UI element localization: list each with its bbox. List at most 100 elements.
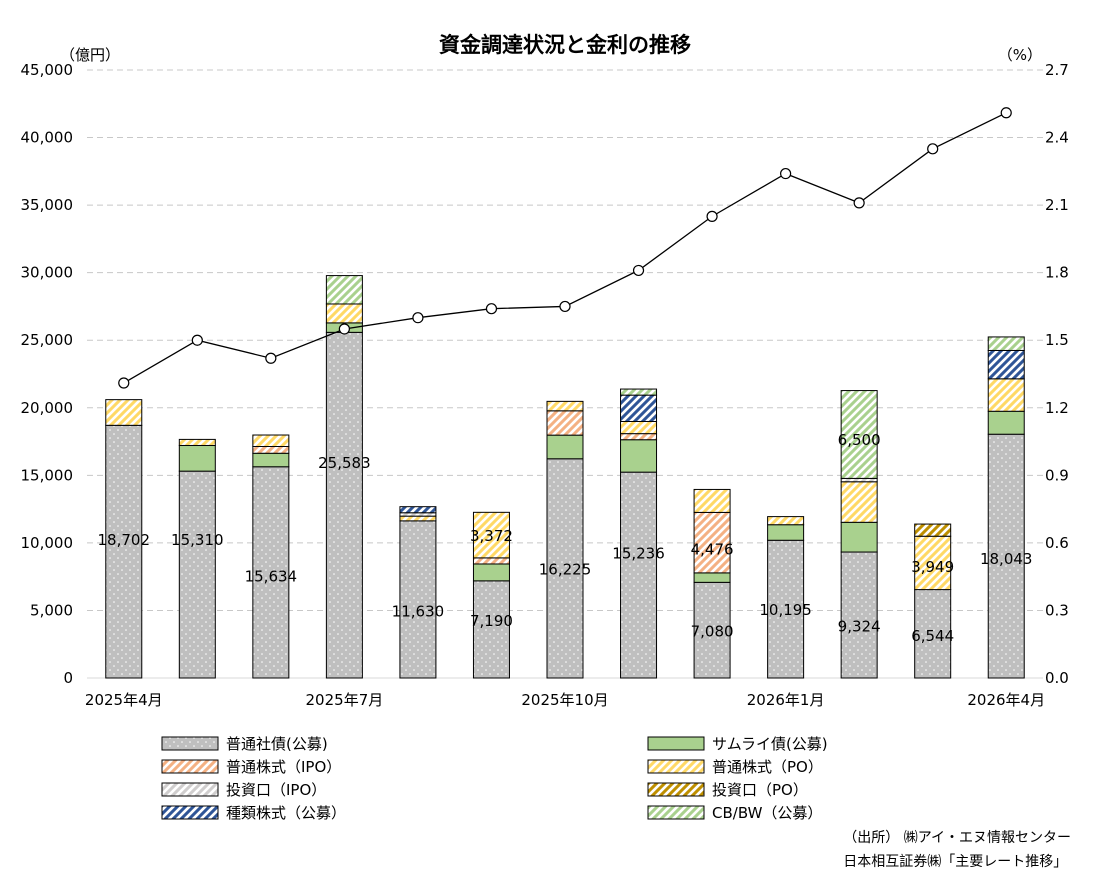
bar-segment-samurai_bond [693, 572, 731, 583]
bar-segment-po_fund [914, 523, 952, 537]
bar-segment-samurai_bond [178, 444, 216, 472]
y-right-tick-label: 0.3 [1045, 601, 1069, 619]
bar-segment-po_stock [105, 399, 143, 426]
bar-segment-ordinary_bond [325, 331, 363, 679]
bar-segment-samurai_bond [472, 563, 510, 582]
bar-segment-ordinary_bond [767, 539, 805, 679]
bar-value-label: 11,630 [392, 602, 445, 620]
bar-segment-po_stock [399, 515, 437, 522]
bar-value-label: 16,225 [539, 561, 592, 579]
rate-point [632, 264, 645, 277]
bar-segment-ipo_stock [693, 511, 731, 574]
bar-value-label: 7,190 [470, 612, 513, 630]
y-right-tick-label: 0.9 [1045, 466, 1069, 484]
source-line-1: （出所） ㈱アイ・エヌ情報センター [843, 830, 1071, 846]
x-tick-label: 2025年7月 [306, 691, 384, 709]
bar-segment-ordinary_bond [178, 470, 216, 679]
y-left-tick-label: 0 [63, 669, 73, 687]
bar-segment-class_stock [620, 394, 658, 422]
legend-swatch-po_fund [647, 782, 705, 797]
bar-value-label: 9,324 [838, 617, 881, 635]
bar-segment-po_stock [252, 434, 290, 448]
legend-swatch-ordinary_bond [161, 736, 219, 751]
legend-swatch-po_stock [647, 759, 705, 774]
bar-segment-po_stock [693, 488, 731, 513]
legend-swatch-ipo_fund [161, 782, 219, 797]
bar-value-label: 7,080 [691, 623, 734, 641]
legend-label-po_fund: 投資口（PO） [712, 781, 808, 799]
y-left-tick-label: 25,000 [21, 331, 74, 349]
legend-label-class_stock: 種類株式（公募） [226, 804, 346, 822]
y-right-tick-label: 0.6 [1045, 534, 1069, 552]
bar-segment-ordinary_bond [620, 471, 658, 679]
rate-line-path [123, 112, 1007, 384]
y-right-tick-label: 0.0 [1045, 669, 1069, 687]
chart-title: 資金調達状況と金利の推移 [439, 33, 691, 57]
bar-segment-cb_bw [325, 275, 363, 305]
rate-point [927, 143, 939, 155]
legend-label-ipo_fund: 投資口（IPO） [226, 781, 326, 799]
x-tick-label: 2025年4月 [85, 691, 163, 709]
bar-value-label: 15,236 [612, 544, 665, 562]
bar-segment-po_stock [767, 516, 805, 526]
y-right-tick-label: 2.4 [1045, 129, 1069, 147]
rate-point [780, 167, 792, 180]
x-ticks: 2025年4月 2025年7月 2025年10月 2026年1月 2026年4月 [85, 691, 1045, 709]
bar-segment-ipo_fund [840, 477, 878, 483]
bar-value-label: 6,500 [838, 431, 881, 449]
bar-segment-ordinary_bond [252, 466, 290, 679]
bar-segment-ordinary_bond [546, 458, 584, 679]
bar-value-label: 3,949 [911, 558, 954, 576]
legend-label-po_stock: 普通株式（PO） [712, 758, 823, 776]
y-right-tick-label: 2.1 [1045, 196, 1069, 214]
bar-segment-class_stock [399, 506, 437, 514]
bar-segment-po_stock [546, 400, 584, 412]
bar-labels: 18,702 15,310 15,634 25,583 11,630 7,190 3,372… [98, 431, 1033, 645]
bar-segment-po_stock [325, 303, 363, 324]
bar-segment-ordinary_bond [399, 520, 437, 679]
legend-label-ipo_stock: 普通株式（IPO） [226, 758, 341, 776]
bar-segment-po_stock [840, 481, 878, 523]
bars [105, 275, 1025, 679]
bar-segment-ordinary_bond [693, 581, 731, 679]
bar-segment-ordinary_bond [105, 424, 143, 679]
bar-segment-po_stock [178, 438, 216, 446]
bar-segment-samurai_bond [767, 524, 805, 541]
rate-point [265, 352, 277, 364]
y-left-tick-label: 15,000 [21, 466, 74, 484]
y-left-tick-label: 45,000 [21, 61, 74, 79]
bar-segment-samurai_bond [840, 521, 878, 553]
y-right-tick-label: 1.5 [1045, 331, 1069, 349]
rate-point [191, 334, 203, 346]
legend-swatch-cb_bw [647, 805, 705, 820]
y-right-ticks: 0.0 0.3 0.6 0.9 1.2 1.5 1.8 2.1 2.4 2.7 [1045, 61, 1069, 687]
bar-value-label: 10,195 [759, 601, 812, 619]
bar-value-label: 18,702 [98, 531, 151, 549]
legend-swatch-class_stock [161, 805, 219, 820]
bar-segment-samurai_bond [252, 452, 290, 468]
legend-label-samurai_bond: サムライ債(公募) [712, 735, 828, 753]
rate-point [559, 300, 571, 313]
bar-segment-ordinary_bond [987, 433, 1025, 679]
legend-label-cb_bw: CB/BW（公募） [712, 804, 822, 822]
legend-swatch-ipo_stock [161, 759, 219, 774]
rate-point [706, 210, 718, 222]
bar-value-label: 25,583 [318, 454, 371, 472]
y-left-unit: （億円） [60, 46, 120, 64]
bar-segment-ordinary_bond [914, 589, 952, 679]
legend-swatch-samurai_bond [647, 736, 705, 751]
bar-segment-ipo_stock [252, 446, 290, 454]
y-left-tick-label: 30,000 [21, 264, 74, 282]
rate-point [853, 197, 865, 209]
bar-value-label: 4,476 [691, 540, 734, 558]
y-left-tick-label: 20,000 [21, 399, 74, 417]
bar-segment-cb_bw [840, 390, 878, 479]
rate-point [118, 377, 130, 389]
bar-segment-samurai_bond [987, 410, 1025, 435]
bar-value-label: 3,372 [470, 527, 513, 545]
y-right-tick-label: 2.7 [1045, 61, 1069, 79]
y-left-tick-label: 35,000 [21, 196, 74, 214]
legend: 普通社債(公募) サムライ債(公募) 普通株式（IPO） 普通株式（PO） 投資口（IP… [161, 735, 828, 822]
source-line-2: 日本相互証券㈱「主要レート推移」 [843, 854, 1068, 870]
